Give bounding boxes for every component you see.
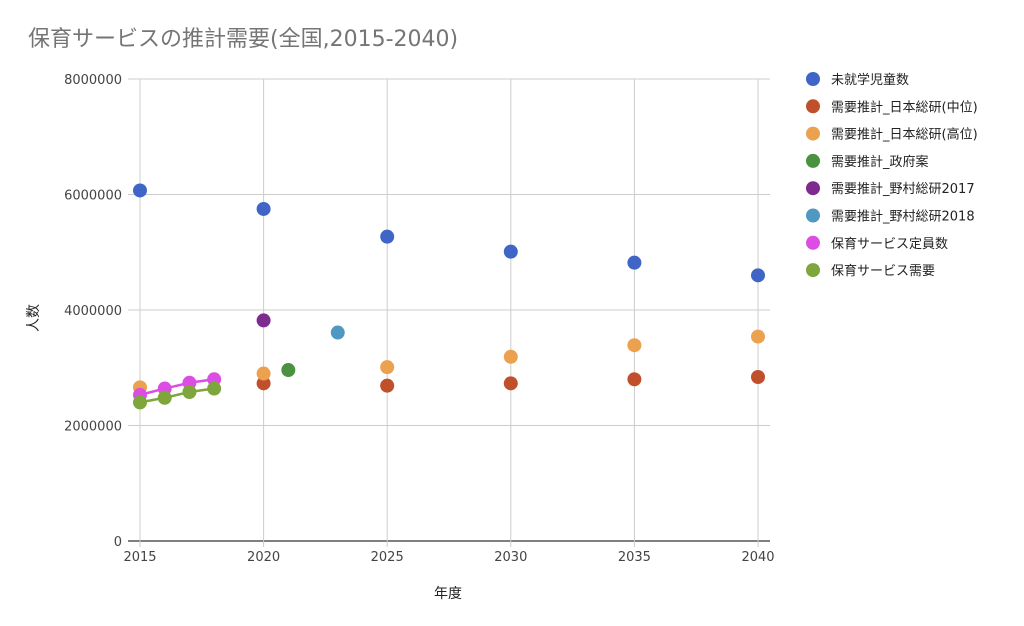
data-point	[503, 244, 518, 259]
y-tick-label: 6000000	[64, 189, 122, 204]
data-point	[380, 229, 395, 244]
x-axis-label: 年度	[434, 586, 462, 602]
data-point	[256, 376, 271, 391]
data-point	[627, 372, 642, 387]
y-axis-ticks: 0 2000000 4000000 6000000 8000000	[64, 73, 122, 550]
legend-label: 保育サービス需要	[831, 263, 935, 279]
legend-marker	[806, 126, 820, 141]
y-tick-label: 0	[114, 535, 122, 550]
y-tick-label: 4000000	[64, 304, 122, 319]
x-tick-label: 2025	[371, 550, 404, 565]
legend-marker	[806, 72, 820, 86]
legend-label: 需要推計_野村総研2018	[831, 209, 975, 225]
y-tick-label: 8000000	[64, 73, 122, 88]
legend-marker	[806, 263, 820, 278]
data-point	[627, 338, 642, 353]
legend-label: 需要推計_日本総研(中位)	[831, 99, 978, 115]
data-point	[133, 183, 147, 198]
x-tick-label: 2015	[123, 550, 156, 565]
legend-marker	[806, 208, 820, 223]
series-lines	[139, 378, 215, 404]
x-tick-label: 2040	[741, 550, 774, 565]
series-line	[139, 387, 215, 404]
data-point	[281, 363, 296, 378]
grid	[128, 78, 770, 547]
data-point	[627, 255, 642, 270]
legend-marker	[806, 181, 820, 196]
x-tick-label: 2020	[247, 550, 280, 565]
data-points	[133, 183, 765, 410]
y-axis-label: 人数	[26, 304, 42, 332]
x-axis-ticks: 2015 2020 2025 2030 2035 2040	[123, 550, 774, 565]
chart-title: 保育サービスの推計需要(全国,2015-2040)	[28, 27, 458, 52]
data-point	[256, 201, 271, 216]
legend-marker	[806, 235, 820, 250]
data-point	[380, 378, 395, 393]
y-tick-label: 2000000	[64, 420, 122, 435]
data-point	[330, 325, 345, 340]
data-point	[380, 360, 395, 375]
legend-marker	[806, 153, 820, 168]
data-point	[256, 366, 271, 381]
x-tick-label: 2030	[494, 550, 527, 565]
legend-marker	[806, 99, 820, 114]
legend-label: 需要推計_野村総研2017	[831, 181, 975, 197]
data-point	[751, 329, 765, 344]
data-point	[207, 381, 222, 396]
series-line	[139, 378, 215, 397]
data-point	[256, 313, 271, 328]
data-point	[133, 395, 147, 410]
legend-label: 保育サービス定員数	[831, 236, 948, 252]
data-point	[503, 349, 518, 364]
legend-label: 需要推計_政府案	[831, 154, 929, 170]
legend-label: 需要推計_日本総研(高位)	[831, 127, 978, 143]
data-point	[751, 268, 765, 283]
data-point	[182, 385, 197, 400]
legend-label: 未就学児童数	[831, 72, 909, 88]
x-tick-label: 2035	[618, 550, 651, 565]
data-point	[751, 369, 765, 384]
data-point	[157, 390, 172, 405]
data-point	[503, 376, 518, 391]
